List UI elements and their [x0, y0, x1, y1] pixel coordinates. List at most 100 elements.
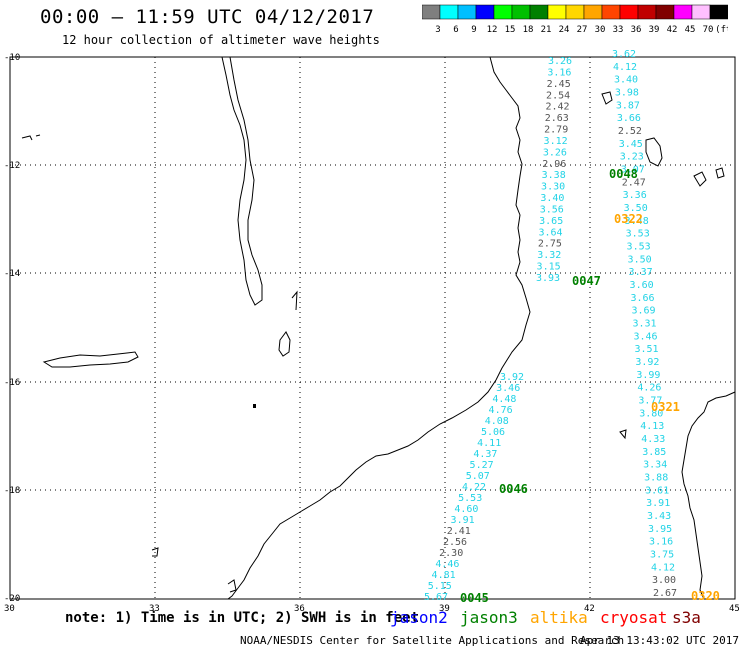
legend-jason3: jason3 [460, 608, 518, 627]
wave-height-value: 5.67 [424, 592, 448, 603]
scale-label: 12 [487, 25, 498, 35]
graticule [10, 57, 735, 599]
wave-height-value: 4.08 [485, 416, 509, 427]
island-outline [715, 167, 725, 179]
wave-height-value: 3.43 [647, 511, 671, 522]
wave-height-value: 3.40 [540, 193, 564, 204]
small-lake [227, 579, 237, 593]
wave-height-value: 3.36 [623, 190, 647, 201]
wave-height-value: 3.48 [625, 216, 649, 227]
wave-height-value: 3.15 [537, 262, 561, 273]
scale-label: 70 [703, 25, 714, 35]
wave-height-value: 3.38 [542, 170, 566, 181]
wave-height-value: 3.99 [636, 370, 660, 381]
wave-height-value: 3.92 [500, 372, 524, 383]
pass-label-0320: 0320 [691, 589, 720, 603]
scale-label: 6 [453, 25, 458, 35]
wave-height-value: 2.45 [547, 79, 571, 90]
wave-height-value: 3.80 [639, 408, 663, 419]
legend-cryosat: cryosat [600, 608, 668, 627]
wave-height-value: 3.77 [638, 396, 662, 407]
madagascar-coast [681, 391, 736, 600]
wave-height-value: 4.12 [613, 62, 637, 73]
wave-height-value: 3.53 [626, 229, 650, 240]
pass-labels: 0048 0322 0047 0321 0046 0045 0320 [460, 167, 720, 605]
wave-height-value: 5.07 [466, 471, 490, 482]
wave-height-value: 3.30 [541, 182, 565, 193]
wave-height-value: 3.45 [619, 139, 643, 150]
wave-height-value: 2.42 [545, 102, 569, 113]
wave-height-value: 2.67 [653, 588, 677, 599]
scale-label: 27 [577, 25, 588, 35]
wave-height-value: 3.23 [620, 152, 644, 163]
wave-height-value: 3.66 [617, 113, 641, 124]
island-outline [601, 91, 613, 105]
wave-height-value: 3.75 [650, 550, 674, 561]
pass-label-0046: 0046 [499, 482, 528, 496]
small-lake [21, 134, 41, 141]
lat-label: -12 [4, 161, 20, 171]
wave-height-value: 3.46 [633, 331, 657, 342]
legend-s3a: s3a [672, 608, 701, 627]
scale-label: 21 [541, 25, 552, 35]
wave-height-value: 3.65 [539, 216, 563, 227]
wave-height-value: 3.07 [621, 165, 645, 176]
lon-label: 36 [294, 604, 305, 614]
wave-height-value: 3.61 [645, 485, 669, 496]
wave-height-value: 3.37 [629, 267, 653, 278]
wave-height-value: 4.11 [477, 438, 501, 449]
wave-height-value: 4.46 [435, 559, 459, 570]
wave-height-value: 3.98 [615, 88, 639, 99]
wave-height-value: 2.47 [622, 177, 646, 188]
lat-label: -10 [4, 53, 20, 63]
lat-label: -14 [4, 269, 20, 279]
wave-height-value: 2.52 [618, 126, 642, 137]
wave-height-value: 3.34 [643, 460, 667, 471]
scale-label: 42 [667, 25, 678, 35]
pass-label-0322: 0322 [614, 212, 643, 226]
wave-height-value: 3.92 [635, 357, 659, 368]
wave-height-value: 4.13 [640, 421, 664, 432]
wave-height-value: 2.79 [544, 125, 568, 136]
wave-height-value: 2.96 [542, 159, 566, 170]
wave-height-value: 4.12 [651, 562, 675, 573]
wave-height-value: 3.91 [451, 515, 475, 526]
scale-label: 3 [435, 25, 440, 35]
wave-height-value: 3.56 [540, 205, 564, 216]
island-outline [645, 137, 663, 167]
wave-height-value: 3.69 [631, 306, 655, 317]
wave-height-value: 4.37 [473, 449, 497, 460]
lon-label: 39 [439, 604, 450, 614]
wave-height-value: 3.32 [537, 250, 561, 261]
pass-label-0048: 0048 [609, 167, 638, 181]
scale-label: 18 [523, 25, 534, 35]
scale-label: 39 [649, 25, 660, 35]
pass-label-0047: 0047 [572, 274, 601, 288]
wave-height-value: 4.81 [432, 570, 456, 581]
legend-jason2: jason2 [390, 608, 448, 627]
river-line [291, 290, 298, 311]
wave-height-value: 3.50 [628, 254, 652, 265]
wave-height-value: 3.95 [648, 524, 672, 535]
wave-height-value: 5.15 [428, 581, 452, 592]
scale-label: 30 [595, 25, 606, 35]
wave-height-value: 4.33 [641, 434, 665, 445]
wave-height-value: 3.40 [614, 75, 638, 86]
wave-height-value: 3.31 [632, 319, 656, 330]
wave-height-value: 3.85 [642, 447, 666, 458]
scale-label: 24 [559, 25, 570, 35]
wave-height-value: 3.00 [652, 575, 676, 586]
wave-height-value: 5.27 [470, 460, 494, 471]
wave-height-value: 3.87 [616, 100, 640, 111]
small-lake [253, 404, 256, 408]
lon-labels: 30 33 36 39 42 45 [4, 604, 740, 614]
wave-height-value: 5.53 [458, 493, 482, 504]
pass-label-0045: 0045 [460, 591, 489, 605]
wave-height-value: 2.75 [538, 239, 562, 250]
wave-height-value: 3.51 [634, 344, 658, 355]
lake-south-tip [278, 331, 291, 357]
wave-height-value: 4.26 [637, 383, 661, 394]
wave-height-value: 3.16 [649, 537, 673, 548]
wave-height-value: 3.16 [547, 67, 571, 78]
scale-label: 9 [471, 25, 476, 35]
